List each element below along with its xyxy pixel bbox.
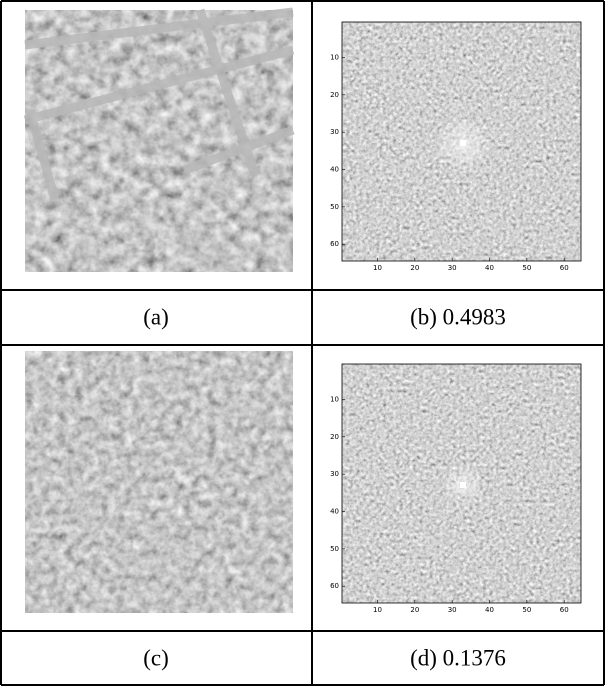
caption: (b) 0.4983: [410, 304, 506, 329]
x-tick-label: 50: [522, 264, 531, 272]
spectrum-b: [342, 22, 581, 261]
y-tick-label: 40: [330, 166, 339, 174]
y-tick-label: 30: [330, 470, 339, 478]
caption: (c): [143, 645, 169, 670]
y-tick-label: 50: [330, 545, 339, 553]
x-tick-label: 40: [485, 264, 494, 272]
caption: (d) 0.1376: [410, 645, 506, 670]
x-tick-label: 60: [560, 606, 569, 614]
y-tick-label: 40: [330, 508, 339, 516]
x-tick-label: 60: [560, 264, 569, 272]
y-tick-label: 50: [330, 203, 339, 211]
x-tick-label: 30: [448, 606, 457, 614]
image-a: [25, 10, 293, 272]
x-tick-label: 10: [373, 606, 382, 614]
y-tick-label: 10: [330, 53, 339, 61]
x-tick-label: 30: [448, 264, 457, 272]
spectrum-d: [342, 364, 581, 603]
y-tick-label: 10: [330, 395, 339, 403]
x-tick-label: 20: [410, 606, 419, 614]
y-tick-label: 30: [330, 128, 339, 136]
y-tick-label: 60: [330, 582, 339, 590]
caption: (a): [143, 304, 169, 329]
x-tick-label: 50: [522, 606, 531, 614]
image-c: [25, 351, 293, 613]
y-tick-label: 20: [330, 91, 339, 99]
x-tick-label: 10: [373, 264, 382, 272]
y-tick-label: 60: [330, 240, 339, 248]
y-tick-label: 20: [330, 433, 339, 441]
x-tick-label: 20: [410, 264, 419, 272]
x-tick-label: 40: [485, 606, 494, 614]
figure: (a) (b) 0.4983 (c) (d) 0.1376 10 20 30 40 50…: [0, 0, 605, 686]
